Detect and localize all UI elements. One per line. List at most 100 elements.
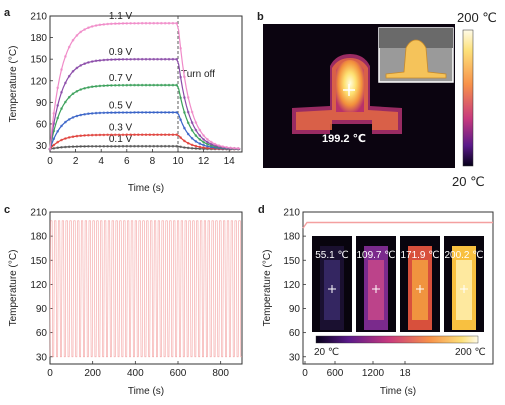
series-marker xyxy=(171,21,175,25)
series-label: 0.9 V xyxy=(109,47,133,58)
series-marker xyxy=(60,107,63,110)
series-marker xyxy=(137,133,140,136)
series-marker xyxy=(156,21,159,25)
series-marker xyxy=(137,111,140,114)
series-marker xyxy=(210,142,213,146)
series-marker xyxy=(83,87,86,90)
series-marker xyxy=(83,134,86,137)
series-marker xyxy=(171,111,175,114)
series-marker xyxy=(144,111,148,114)
series-marker xyxy=(183,96,186,99)
series-marker xyxy=(198,134,202,137)
series-label: 0.1 V xyxy=(109,134,133,145)
series-marker xyxy=(152,133,155,136)
panel-d-ytick-label: 150 xyxy=(283,256,300,267)
panel-d-xtick-label: 0 xyxy=(302,368,308,379)
series-marker xyxy=(129,83,132,87)
series-marker xyxy=(213,142,217,146)
series-marker xyxy=(140,83,144,87)
panel-a-xtick-label: 10 xyxy=(172,156,184,167)
series-marker xyxy=(110,111,113,114)
series-marker xyxy=(144,144,148,148)
series-marker xyxy=(171,133,175,136)
series-marker xyxy=(114,145,117,148)
series-marker xyxy=(144,83,148,87)
series-marker xyxy=(171,144,175,148)
panel-c-ylabel: Temperature (°C) xyxy=(8,250,19,327)
panel-d-frame xyxy=(302,211,494,365)
panel-d-xlabel: Time (s) xyxy=(380,386,416,397)
panel-a-xlabel: Time (s) xyxy=(128,183,164,194)
series-marker xyxy=(233,146,236,150)
series-marker xyxy=(71,92,75,95)
panel-a-xtick-label: 4 xyxy=(98,156,104,167)
series-marker xyxy=(175,111,178,114)
series-marker xyxy=(67,45,71,49)
series-marker xyxy=(175,83,178,87)
series-marker xyxy=(71,116,75,119)
series-marker xyxy=(64,55,67,58)
cycle-line xyxy=(49,220,242,358)
inset-thermal-images: 55.1 ℃ 109.7 ℃ 171.9 ℃ 200.2 ℃ xyxy=(312,236,484,332)
series-marker xyxy=(163,144,167,148)
series-marker xyxy=(75,134,79,138)
series-marker xyxy=(160,144,163,148)
series-label: 0.5 V xyxy=(109,100,133,111)
series-marker xyxy=(102,111,106,115)
series-marker xyxy=(152,21,155,25)
series-marker xyxy=(71,135,75,138)
series-marker xyxy=(156,83,159,87)
series-marker xyxy=(60,146,63,149)
series-marker xyxy=(87,86,90,89)
series-marker xyxy=(94,59,98,63)
series-marker xyxy=(90,145,94,148)
panel-d-ytick-label: 210 xyxy=(283,208,300,219)
series-marker xyxy=(144,57,148,61)
series-marker xyxy=(106,133,109,137)
hotspot-temperature: 199.2 ℃ xyxy=(322,133,366,145)
series-marker xyxy=(148,21,152,25)
series-marker xyxy=(110,145,113,148)
series-marker xyxy=(102,133,106,137)
turn-off-annotation: Turn off xyxy=(181,69,215,80)
series-marker xyxy=(183,146,186,149)
panel-a-ytick-label: 120 xyxy=(30,76,47,87)
series-marker xyxy=(90,60,94,63)
series-marker xyxy=(129,111,132,114)
series-marker xyxy=(179,136,182,139)
series-marker xyxy=(114,111,117,114)
inset-temperature-label: 200.2 ℃ xyxy=(444,250,483,261)
panel-a-ytick-label: 60 xyxy=(36,119,48,130)
series-marker xyxy=(152,111,155,114)
inset-colorbar xyxy=(315,335,479,344)
series-marker xyxy=(87,133,90,137)
panel-d-y-ticks: 30 60 90 120 150 180 210 xyxy=(283,208,306,363)
series-marker xyxy=(71,38,75,42)
panel-c-ytick-label: 180 xyxy=(30,232,47,243)
series-marker xyxy=(190,129,194,132)
panel-a-ytick-label: 30 xyxy=(36,141,48,152)
series-marker xyxy=(186,141,190,145)
series-marker xyxy=(98,59,102,62)
series-marker xyxy=(102,84,106,87)
series-marker xyxy=(129,133,132,136)
series-marker xyxy=(90,133,94,137)
series-marker xyxy=(186,121,190,125)
panel-c-xtick-label: 800 xyxy=(212,368,229,379)
series-marker xyxy=(125,58,129,61)
panel-c-ytick-label: 210 xyxy=(30,208,47,219)
series-marker xyxy=(114,58,117,61)
series-label: 0.7 V xyxy=(109,73,133,84)
panel-c-xtick-label: 400 xyxy=(127,368,144,379)
panel-d-ytick-label: 120 xyxy=(283,280,300,291)
series-marker xyxy=(160,83,163,87)
series-label: 0.3 V xyxy=(109,123,133,134)
series-marker xyxy=(60,68,63,71)
inset-colorbar-max: 200 ℃ xyxy=(455,347,486,358)
series-marker xyxy=(75,114,79,118)
series-marker xyxy=(137,144,140,148)
panel-a-xtick-label: 12 xyxy=(198,156,210,167)
series-marker xyxy=(156,111,159,114)
series-marker xyxy=(183,75,186,79)
series-marker xyxy=(79,88,82,91)
